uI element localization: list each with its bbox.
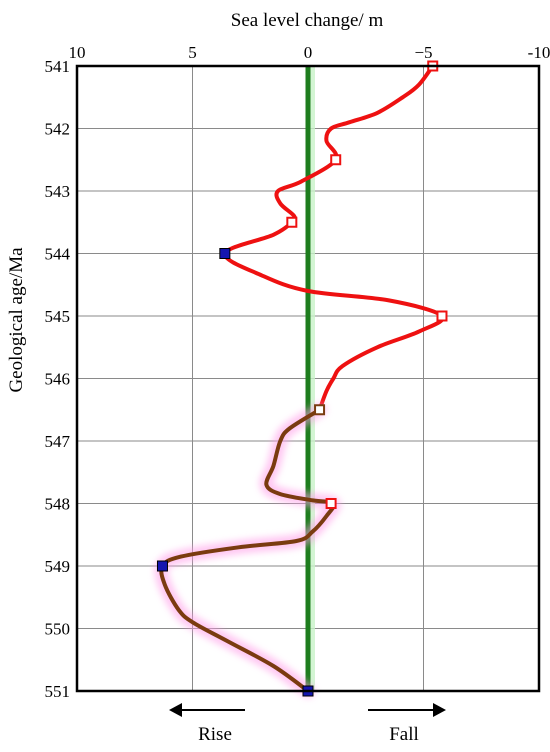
x-tick-label: 5 <box>188 43 197 62</box>
y-tick-label: 545 <box>45 307 71 326</box>
y-tick-label: 544 <box>45 245 71 264</box>
filled-square-marker <box>219 248 231 259</box>
open-square-marker <box>314 404 326 416</box>
y-tick-label: 548 <box>45 495 71 514</box>
x-tick-label: −5 <box>414 43 432 62</box>
x-tick-label: -10 <box>528 43 550 62</box>
y-axis-title: Geological age/Ma <box>6 247 27 393</box>
y-tick-labels: 541 542 543 544 545 546 547 548 549 550 551 <box>45 57 71 701</box>
open-square-marker <box>330 154 342 166</box>
arrow-left-icon <box>169 703 182 717</box>
open-square-marker <box>325 498 337 509</box>
x-axis-title: Sea level change/ m <box>231 10 384 31</box>
x-tick-label: 0 <box>304 43 313 62</box>
y-tick-label: 543 <box>45 182 71 201</box>
y-tick-label: 541 <box>45 57 71 76</box>
series-line-1 <box>222 64 445 412</box>
y-tick-label: 542 <box>45 120 71 139</box>
fall-arrow <box>368 703 446 717</box>
series-line-2 <box>159 407 336 693</box>
arrow-right-icon <box>433 703 446 717</box>
fall-label: Fall <box>389 724 419 745</box>
open-square-marker <box>436 310 448 322</box>
x-tick-label: 10 <box>69 43 86 62</box>
plot-frame <box>75 64 541 693</box>
zero-reference <box>305 66 315 691</box>
x-tick-labels: 10 5 0 −5 -10 <box>69 43 550 62</box>
rise-label: Rise <box>198 724 232 745</box>
data-markers <box>156 60 448 697</box>
y-tick-label: 546 <box>45 370 71 389</box>
zero-line-glow <box>307 66 315 691</box>
y-tick-label: 549 <box>45 557 71 576</box>
open-square-marker <box>286 216 298 228</box>
y-tick-label: 551 <box>45 682 71 701</box>
y-tick-label: 547 <box>45 432 71 451</box>
y-tick-label: 550 <box>45 620 71 639</box>
rise-arrow <box>169 703 245 717</box>
filled-square-marker <box>156 560 168 572</box>
